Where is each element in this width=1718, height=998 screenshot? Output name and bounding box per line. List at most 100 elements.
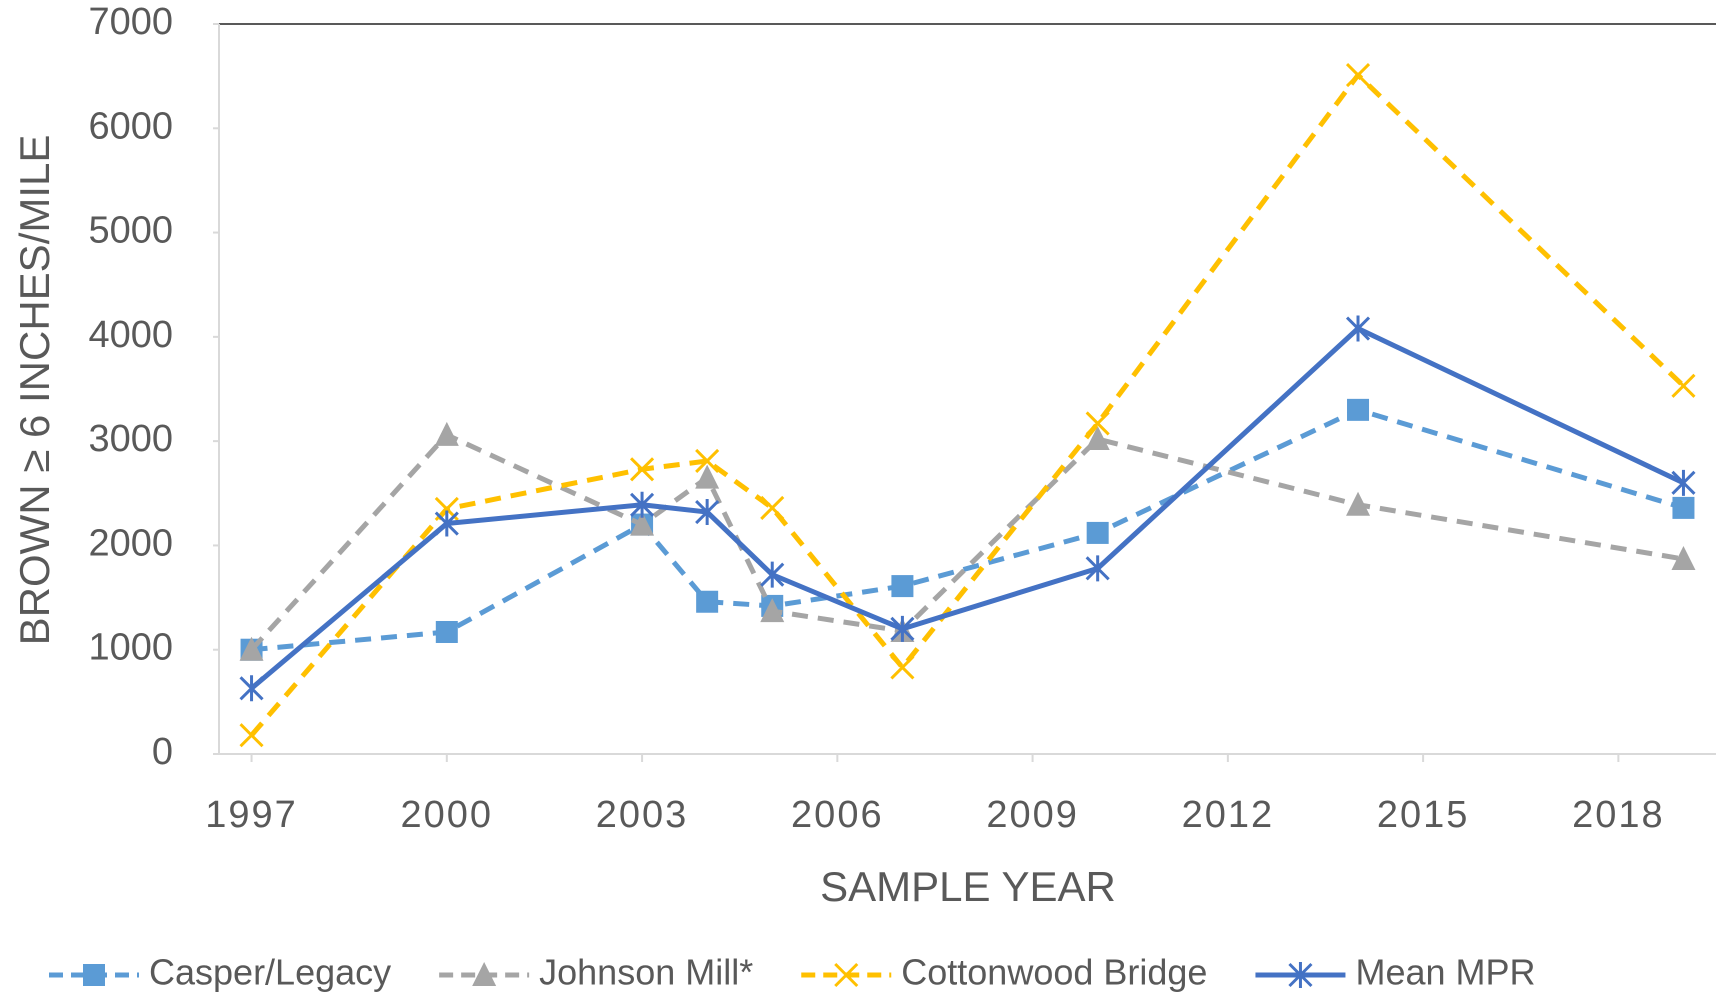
marker-shape: [239, 675, 264, 702]
legend-item: Cottonwood Bridge: [801, 952, 1207, 993]
marker: [434, 421, 459, 446]
marker-shape: [695, 464, 720, 489]
marker-shape: [890, 615, 915, 642]
marker-shape: [1671, 545, 1696, 570]
x-axis-title: SAMPLE YEAR: [820, 863, 1116, 910]
marker: [890, 655, 915, 680]
marker: [630, 511, 655, 536]
marker-shape: [1347, 398, 1370, 421]
legend-label: Cottonwood Bridge: [901, 952, 1207, 993]
marker-shape: [1346, 491, 1371, 516]
marker: [1347, 398, 1370, 421]
marker: [1671, 545, 1696, 570]
marker: [1085, 555, 1110, 582]
marker-shape: [83, 964, 105, 986]
y-tick-label: 5000: [88, 210, 173, 252]
marker-shape: [1085, 555, 1110, 582]
marker: [1345, 63, 1371, 88]
marker: [239, 636, 264, 661]
y-tick-label: 7000: [88, 1, 173, 43]
marker: [890, 615, 915, 642]
marker: [1345, 315, 1371, 342]
marker-shape: [696, 590, 719, 613]
x-tick-label: 2018: [1572, 794, 1665, 836]
series-line: [249, 432, 1684, 652]
y-tick-label: 2000: [88, 522, 173, 564]
marker-shape: [1288, 962, 1313, 988]
marker: [834, 962, 859, 988]
marker-shape: [1345, 315, 1371, 342]
x-tick-label: 2015: [1377, 794, 1470, 836]
marker-shape: [1671, 373, 1696, 398]
legend-item: Mean MPR: [1255, 952, 1536, 993]
marker-shape: [434, 510, 459, 537]
marker-shape: [760, 561, 785, 588]
marker: [1346, 491, 1371, 516]
legend-label: Johnson Mill*: [539, 952, 753, 993]
series-line: [249, 72, 1686, 737]
x-tick-label: 2003: [596, 794, 689, 836]
marker-shape: [1085, 411, 1110, 436]
y-tick-label: 3000: [88, 418, 173, 460]
marker-shape: [239, 723, 264, 748]
series-line: [249, 326, 1685, 691]
marker: [239, 723, 264, 748]
marker: [630, 457, 655, 482]
marker: [472, 962, 497, 986]
marker-shape: [891, 575, 914, 598]
marker: [1086, 521, 1109, 544]
marker: [760, 598, 785, 623]
marker: [83, 964, 105, 986]
marker: [630, 491, 655, 518]
legend-label: Casper/Legacy: [149, 952, 391, 993]
marker-shape: [1672, 496, 1695, 519]
marker-shape: [435, 620, 458, 643]
marker: [435, 620, 458, 643]
marker-shape: [1345, 63, 1371, 88]
marker: [760, 561, 785, 588]
legend-item: Johnson Mill*: [439, 952, 753, 993]
marker: [760, 495, 785, 520]
marker: [1288, 962, 1313, 988]
marker: [695, 499, 720, 526]
marker: [239, 675, 264, 702]
x-tick-label: 2000: [401, 794, 494, 836]
y-tick-label: 4000: [88, 314, 173, 356]
marker-shape: [434, 421, 459, 446]
legend-item: Casper/Legacy: [49, 952, 391, 993]
marker-shape: [1085, 426, 1110, 451]
y-tick-label: 1000: [88, 627, 173, 669]
marker-shape: [472, 962, 497, 986]
marker: [1672, 496, 1695, 519]
marker-shape: [1671, 469, 1696, 496]
y-tick-label: 0: [152, 731, 173, 773]
marker-shape: [760, 495, 785, 520]
marker: [1085, 426, 1110, 451]
marker-shape: [630, 457, 655, 482]
marker-shape: [1086, 521, 1109, 544]
marker: [1671, 469, 1696, 496]
marker-shape: [695, 448, 720, 474]
marker-shape: [630, 491, 655, 518]
marker: [434, 510, 459, 537]
legend-label: Mean MPR: [1355, 952, 1535, 993]
y-tick-label: 6000: [88, 105, 173, 147]
marker: [891, 575, 914, 598]
marker-shape: [834, 962, 859, 988]
marker: [695, 448, 720, 474]
marker: [695, 464, 720, 489]
marker-shape: [630, 511, 655, 536]
x-tick-label: 1997: [205, 794, 298, 836]
marker: [1671, 373, 1696, 398]
marker-shape: [890, 655, 915, 680]
marker: [696, 590, 719, 613]
y-axis-title: BROWN ≥ 6 INCHES/MILE: [11, 135, 58, 646]
x-tick-label: 2012: [1182, 794, 1275, 836]
marker: [1085, 411, 1110, 436]
marker-shape: [695, 499, 720, 526]
x-tick-label: 2009: [986, 794, 1079, 836]
x-tick-label: 2006: [791, 794, 884, 836]
marker-shape: [239, 636, 264, 661]
